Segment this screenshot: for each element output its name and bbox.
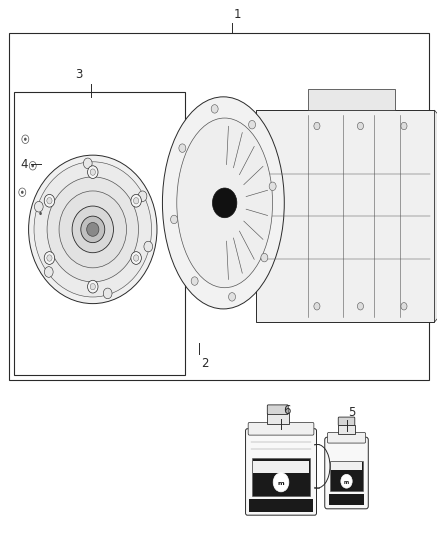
Circle shape bbox=[29, 161, 36, 170]
Circle shape bbox=[134, 198, 139, 204]
FancyBboxPatch shape bbox=[327, 432, 366, 443]
Circle shape bbox=[22, 135, 29, 143]
Circle shape bbox=[314, 303, 320, 310]
Polygon shape bbox=[434, 110, 438, 322]
Circle shape bbox=[131, 195, 141, 207]
Bar bbox=[249, 499, 313, 512]
Ellipse shape bbox=[59, 191, 127, 268]
Circle shape bbox=[44, 252, 55, 264]
Polygon shape bbox=[256, 110, 434, 322]
Circle shape bbox=[401, 303, 407, 310]
Circle shape bbox=[88, 166, 98, 179]
Circle shape bbox=[39, 212, 42, 215]
Circle shape bbox=[44, 195, 55, 207]
Circle shape bbox=[32, 164, 34, 167]
Ellipse shape bbox=[34, 162, 152, 297]
Text: m: m bbox=[278, 481, 284, 486]
Circle shape bbox=[341, 474, 352, 488]
Text: 5: 5 bbox=[348, 406, 356, 419]
Bar bbox=[328, 494, 364, 505]
Circle shape bbox=[134, 255, 139, 261]
Bar bbox=[252, 458, 311, 496]
Ellipse shape bbox=[81, 216, 105, 243]
Circle shape bbox=[88, 280, 98, 293]
Ellipse shape bbox=[28, 155, 157, 304]
Polygon shape bbox=[308, 89, 395, 110]
FancyBboxPatch shape bbox=[246, 429, 317, 515]
Ellipse shape bbox=[162, 97, 284, 309]
Circle shape bbox=[269, 182, 276, 190]
Text: 1: 1 bbox=[234, 8, 241, 21]
FancyBboxPatch shape bbox=[325, 437, 368, 509]
Circle shape bbox=[90, 284, 95, 290]
Circle shape bbox=[19, 188, 26, 197]
Ellipse shape bbox=[47, 177, 138, 282]
FancyBboxPatch shape bbox=[338, 417, 355, 425]
Circle shape bbox=[357, 122, 364, 130]
Ellipse shape bbox=[72, 206, 113, 253]
Circle shape bbox=[98, 213, 105, 221]
Bar bbox=[331, 462, 362, 470]
Circle shape bbox=[21, 191, 24, 194]
Bar bbox=[338, 424, 355, 434]
Circle shape bbox=[261, 253, 268, 262]
Circle shape bbox=[229, 293, 236, 301]
Circle shape bbox=[170, 215, 177, 224]
Circle shape bbox=[357, 303, 364, 310]
Ellipse shape bbox=[87, 222, 99, 236]
Text: 6: 6 bbox=[283, 404, 290, 417]
Circle shape bbox=[314, 122, 320, 130]
Circle shape bbox=[103, 288, 112, 298]
Circle shape bbox=[24, 138, 27, 141]
Circle shape bbox=[138, 191, 147, 201]
Circle shape bbox=[249, 120, 255, 129]
Circle shape bbox=[83, 158, 92, 168]
Circle shape bbox=[144, 241, 152, 252]
Bar bbox=[330, 461, 363, 491]
Circle shape bbox=[35, 201, 43, 212]
Ellipse shape bbox=[177, 118, 272, 288]
FancyBboxPatch shape bbox=[267, 405, 288, 415]
Circle shape bbox=[191, 277, 198, 285]
Circle shape bbox=[47, 255, 52, 261]
Text: 3: 3 bbox=[75, 68, 82, 81]
Circle shape bbox=[44, 266, 53, 277]
Circle shape bbox=[47, 198, 52, 204]
Bar bbox=[253, 461, 309, 473]
Bar bbox=[9, 33, 429, 381]
FancyBboxPatch shape bbox=[248, 422, 314, 435]
Circle shape bbox=[211, 104, 218, 113]
Circle shape bbox=[65, 218, 72, 227]
Circle shape bbox=[90, 169, 95, 175]
Circle shape bbox=[179, 144, 186, 152]
Circle shape bbox=[401, 122, 407, 130]
Text: 2: 2 bbox=[201, 357, 208, 370]
Bar bbox=[14, 92, 185, 375]
Bar bbox=[267, 414, 289, 424]
Text: m: m bbox=[344, 480, 349, 485]
Circle shape bbox=[37, 209, 44, 217]
Circle shape bbox=[131, 252, 141, 264]
Circle shape bbox=[100, 216, 103, 219]
Text: 4: 4 bbox=[21, 158, 28, 171]
Circle shape bbox=[67, 221, 70, 224]
Circle shape bbox=[212, 188, 237, 217]
Circle shape bbox=[273, 473, 289, 492]
